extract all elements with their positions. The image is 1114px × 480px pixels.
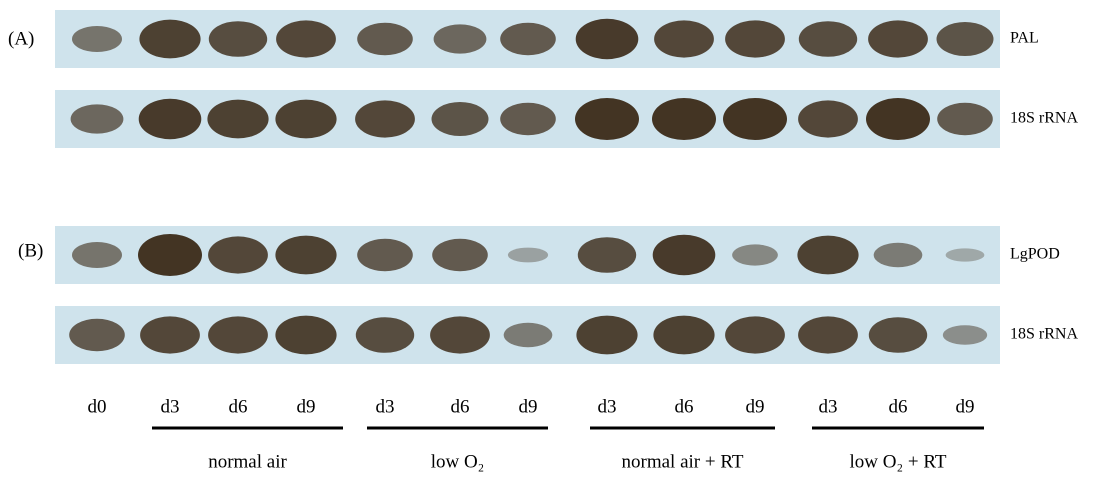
group-label: normal air + RT: [622, 451, 744, 472]
blot-label: LgPOD: [1010, 246, 1060, 263]
band: [653, 315, 715, 355]
band: [430, 316, 490, 354]
band: [138, 98, 202, 140]
band: [70, 104, 124, 134]
band: [576, 315, 638, 355]
band: [207, 99, 269, 139]
band: [873, 242, 923, 268]
band: [942, 325, 988, 345]
lane-label: d3: [376, 396, 395, 417]
band: [945, 248, 985, 262]
group-label: low O₂: [431, 451, 485, 472]
band: [868, 20, 928, 58]
band: [208, 316, 268, 354]
band: [72, 26, 122, 52]
band: [139, 19, 201, 59]
band: [208, 21, 268, 57]
band: [503, 322, 553, 348]
band: [798, 316, 858, 354]
band: [72, 242, 122, 268]
band: [575, 18, 639, 60]
band: [868, 317, 928, 353]
band: [936, 22, 994, 56]
band: [798, 100, 858, 138]
lane-label: d9: [956, 396, 975, 417]
band: [725, 20, 785, 58]
lane-label: d3: [819, 396, 838, 417]
band: [798, 21, 858, 57]
band: [355, 317, 415, 353]
band: [797, 235, 859, 275]
band: [357, 238, 413, 272]
band: [575, 98, 639, 140]
band: [433, 24, 487, 54]
panel-label: (B): [18, 240, 43, 261]
band: [937, 102, 993, 136]
band: [208, 236, 268, 274]
blot-label: 18S rRNA: [1010, 110, 1078, 127]
band: [357, 22, 413, 56]
panel-label: (A): [8, 28, 34, 49]
lane-label: d9: [746, 396, 765, 417]
group-label: normal air: [208, 451, 287, 472]
band: [276, 20, 336, 58]
lane-label: d9: [519, 396, 538, 417]
band: [355, 100, 415, 138]
lane-label: d6: [889, 396, 908, 417]
band: [577, 237, 637, 273]
band: [652, 98, 716, 140]
band: [723, 98, 787, 140]
band: [69, 318, 125, 352]
band: [507, 247, 549, 263]
blot-label: PAL: [1010, 30, 1039, 47]
band: [140, 316, 200, 354]
lane-label: d6: [451, 396, 470, 417]
blot-label: 18S rRNA: [1010, 326, 1078, 343]
band: [732, 244, 778, 266]
band: [654, 20, 714, 58]
group-label: low O₂ + RT: [850, 451, 947, 472]
band: [138, 234, 202, 276]
lane-label: d3: [161, 396, 180, 417]
lane-label: d6: [229, 396, 248, 417]
lane-label: d6: [675, 396, 694, 417]
lane-label: d9: [297, 396, 316, 417]
band: [275, 235, 337, 275]
band: [275, 99, 337, 139]
band: [500, 102, 556, 136]
band: [431, 102, 489, 136]
band: [866, 98, 930, 140]
lane-label: d3: [598, 396, 617, 417]
lane-label: d0: [88, 396, 107, 417]
band: [725, 316, 785, 354]
band: [652, 234, 716, 276]
band: [500, 22, 556, 56]
band: [275, 315, 337, 355]
band: [432, 238, 488, 272]
